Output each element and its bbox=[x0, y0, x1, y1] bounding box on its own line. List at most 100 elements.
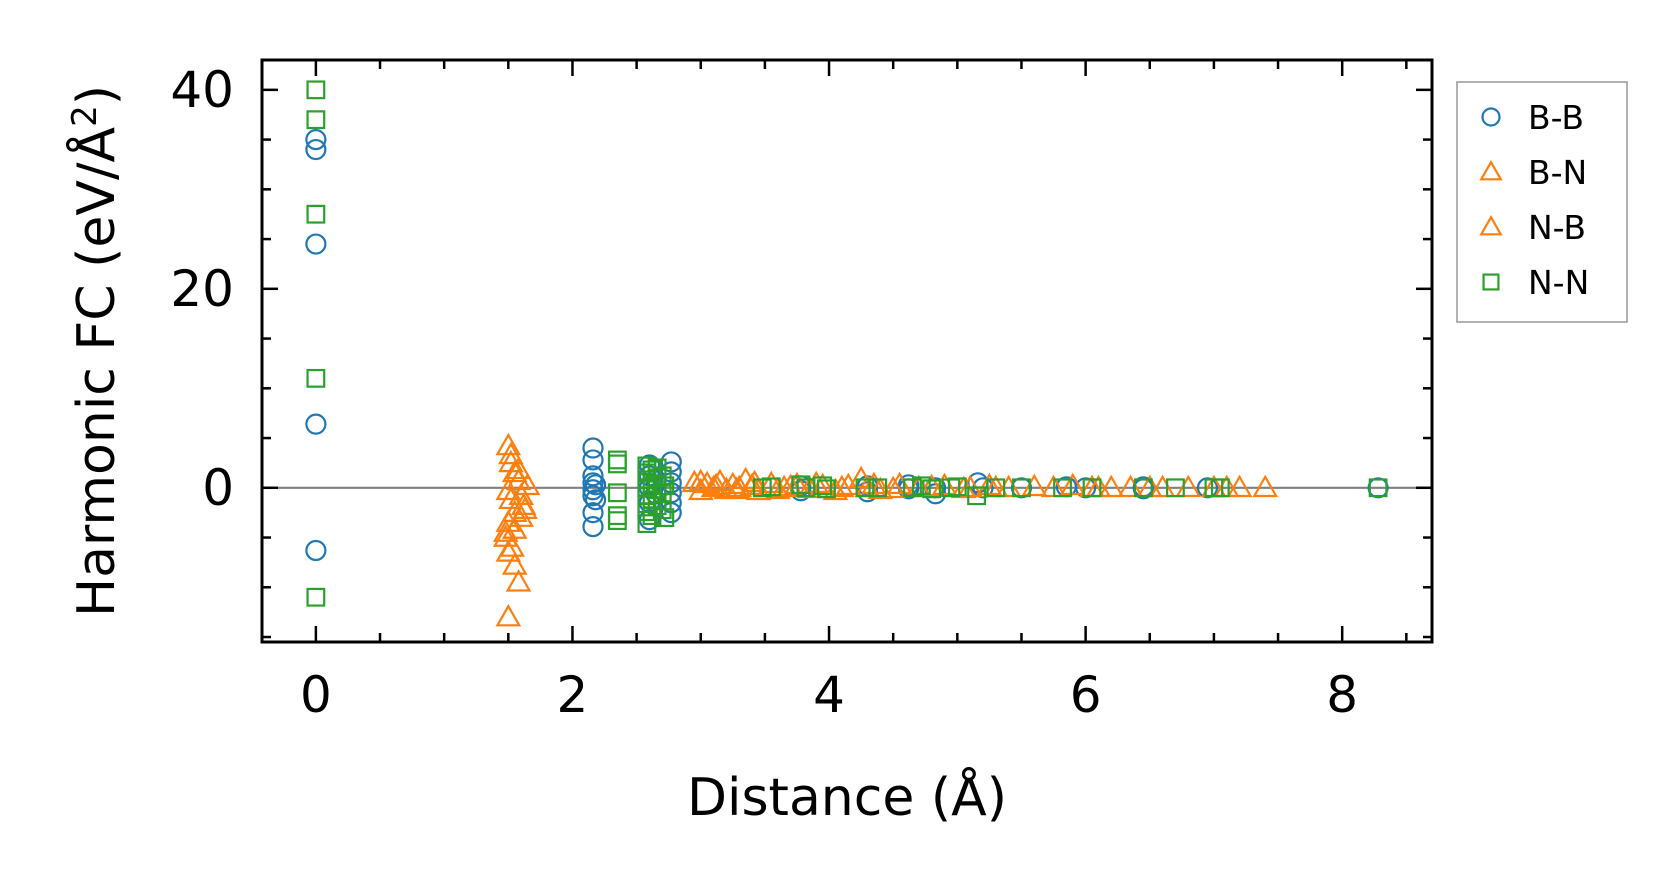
legend-marker-b-n bbox=[1479, 160, 1503, 181]
legend-label-n-n: N-N bbox=[1528, 263, 1589, 302]
point-n-n-38 bbox=[868, 478, 888, 498]
x-tick-label: 6 bbox=[1070, 666, 1102, 724]
point-n-n-0 bbox=[306, 80, 326, 100]
point-b-b-4 bbox=[305, 539, 327, 562]
point-b-b-1 bbox=[305, 138, 327, 161]
point-n-n-29 bbox=[655, 476, 675, 496]
x-tick-label: 2 bbox=[557, 666, 589, 724]
axis-ticks bbox=[262, 60, 1432, 642]
point-n-n-16 bbox=[637, 502, 657, 522]
legend-marker-n-n bbox=[1482, 273, 1500, 291]
point-b-b-43 bbox=[1196, 477, 1219, 499]
point-b-n-0 bbox=[495, 432, 522, 456]
point-n-b-7 bbox=[703, 472, 729, 496]
point-n-n-6 bbox=[607, 454, 627, 474]
data-marks bbox=[305, 80, 1389, 627]
y-tick-label: 0 bbox=[202, 459, 234, 517]
legend-label-b-b: B-B bbox=[1528, 98, 1584, 137]
point-b-b-6 bbox=[582, 449, 604, 471]
y-tick-label: 40 bbox=[170, 61, 234, 119]
plot-frame bbox=[260, 58, 1434, 644]
point-b-b-11 bbox=[582, 502, 604, 524]
point-n-n-44 bbox=[967, 486, 986, 506]
point-n-n-5 bbox=[607, 450, 627, 470]
x-tick-label: 4 bbox=[813, 666, 845, 724]
legend-marker-b-b bbox=[1481, 107, 1501, 127]
point-b-n-48 bbox=[1098, 474, 1125, 498]
point-b-b-3 bbox=[305, 413, 327, 435]
point-n-n-8 bbox=[607, 506, 627, 526]
point-b-b-40 bbox=[1075, 477, 1097, 499]
point-b-b-14 bbox=[584, 489, 607, 511]
point-b-n-34 bbox=[835, 472, 862, 496]
point-n-n-3 bbox=[306, 368, 326, 388]
point-b-n-46 bbox=[1059, 472, 1086, 496]
point-n-b-16 bbox=[918, 473, 945, 497]
point-n-n-37 bbox=[855, 478, 875, 498]
tick-labels: 0 2 4 6 8 0 20 40 bbox=[170, 61, 1358, 724]
point-n-n-49 bbox=[1133, 478, 1153, 498]
legend-marker-n-b bbox=[1479, 215, 1503, 236]
point-n-n-4 bbox=[306, 587, 326, 607]
point-n-n-35 bbox=[813, 476, 833, 496]
point-b-b-38 bbox=[1010, 477, 1033, 499]
y-axis-label-main: Harmonic FC (eV/Å bbox=[65, 126, 127, 617]
point-b-n-16 bbox=[495, 603, 522, 627]
point-b-b-5 bbox=[582, 437, 604, 459]
point-n-b-4 bbox=[492, 519, 519, 542]
point-b-b-8 bbox=[582, 472, 604, 494]
point-n-b-3 bbox=[512, 496, 538, 519]
point-b-n-15 bbox=[505, 569, 532, 592]
point-n-n-30 bbox=[655, 508, 675, 528]
point-n-b-8 bbox=[723, 476, 750, 500]
point-n-n-46 bbox=[1012, 478, 1031, 498]
y-axis-label-sup: 2 bbox=[65, 105, 105, 127]
legend: B-B B-N N-B N-N bbox=[1456, 81, 1628, 323]
point-b-n-54 bbox=[1252, 474, 1279, 498]
y-axis-label-close: ) bbox=[67, 85, 127, 105]
point-n-b-1 bbox=[505, 456, 532, 480]
point-b-b-0 bbox=[305, 128, 327, 151]
point-n-b-11 bbox=[777, 473, 804, 497]
point-n-n-47 bbox=[1053, 478, 1072, 498]
point-b-n-20 bbox=[700, 474, 727, 498]
point-n-n-50 bbox=[1166, 478, 1185, 498]
x-tick-label: 8 bbox=[1326, 666, 1358, 724]
legend-label-b-n: B-N bbox=[1528, 153, 1587, 192]
point-b-b-2 bbox=[305, 233, 327, 255]
point-n-n-45 bbox=[986, 478, 1006, 498]
point-n-n-41 bbox=[922, 479, 942, 499]
point-n-n-52 bbox=[1210, 478, 1230, 498]
point-n-n-7 bbox=[607, 483, 627, 503]
point-b-b-12 bbox=[582, 515, 604, 538]
point-n-n-36 bbox=[817, 479, 836, 499]
point-b-b-10 bbox=[582, 485, 604, 507]
point-n-b-0 bbox=[498, 441, 524, 465]
y-tick-label: 20 bbox=[170, 260, 234, 318]
point-n-n-21 bbox=[642, 506, 662, 526]
point-n-b-15 bbox=[880, 475, 907, 499]
point-n-b-13 bbox=[829, 474, 855, 498]
point-b-n-53 bbox=[1226, 474, 1253, 498]
point-n-n-43 bbox=[947, 477, 967, 497]
point-n-n-9 bbox=[607, 511, 627, 531]
point-n-n-53 bbox=[1368, 478, 1388, 498]
point-n-n-48 bbox=[1082, 478, 1102, 498]
x-tick-label: 0 bbox=[300, 666, 332, 724]
point-b-n-4 bbox=[495, 477, 522, 501]
point-n-n-1 bbox=[306, 110, 326, 130]
point-n-n-32 bbox=[761, 477, 781, 497]
point-b-n-42 bbox=[976, 472, 1003, 496]
point-n-n-2 bbox=[306, 204, 326, 224]
legend-label-n-b: N-B bbox=[1528, 208, 1586, 247]
point-n-n-40 bbox=[911, 476, 931, 496]
point-n-b-5 bbox=[499, 534, 525, 557]
point-b-b-13 bbox=[584, 474, 607, 496]
y-axis-label: Harmonic FC (eV/Å2) bbox=[65, 85, 127, 617]
point-n-n-33 bbox=[791, 475, 811, 495]
point-n-b-6 bbox=[687, 468, 714, 492]
point-b-b-44 bbox=[1367, 477, 1389, 499]
point-b-n-14 bbox=[501, 552, 528, 575]
point-n-b-12 bbox=[803, 470, 830, 494]
